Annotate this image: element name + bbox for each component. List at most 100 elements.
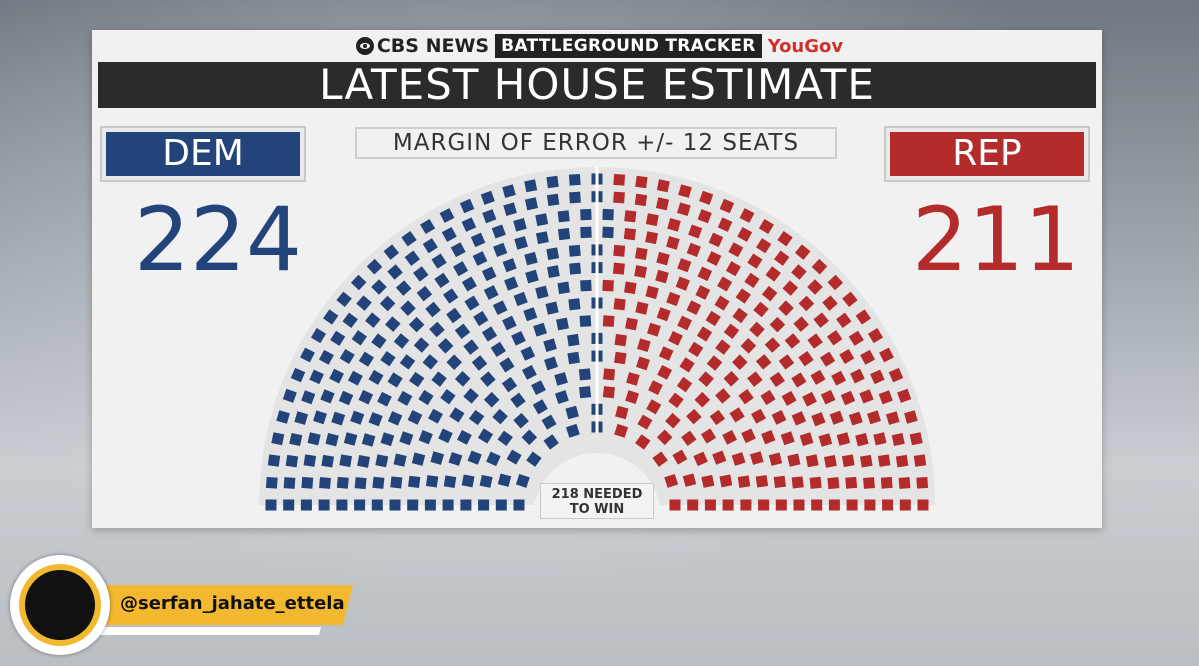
rep-seat <box>898 477 911 489</box>
rep-seat <box>602 279 614 292</box>
rep-seat <box>769 371 785 388</box>
rep-seat <box>603 368 616 381</box>
dem-seat <box>377 391 392 407</box>
rep-seat <box>917 499 929 511</box>
rep-seat <box>709 409 726 426</box>
rep-seat <box>760 389 776 406</box>
dem-seat <box>321 454 335 468</box>
dem-seat <box>331 411 346 426</box>
rep-seat <box>820 351 836 367</box>
dem-seat <box>323 309 339 325</box>
rep-seat <box>655 197 670 211</box>
dem-seat <box>368 412 383 427</box>
rep-seat <box>829 410 844 425</box>
rep-seat <box>634 265 648 279</box>
dem-seat <box>510 392 526 409</box>
dem-seat <box>472 251 488 266</box>
dem-seat <box>513 499 525 511</box>
rep-seat <box>809 476 822 489</box>
rep-seat <box>859 454 873 468</box>
dem-seat <box>497 430 513 446</box>
rep-seat <box>818 433 833 447</box>
rep-seat <box>777 231 793 247</box>
dem-seat <box>565 405 579 420</box>
dem-seat <box>467 450 482 465</box>
dem-seat <box>389 499 401 511</box>
dem-seat <box>342 312 358 328</box>
rep-seat <box>904 410 918 424</box>
dem-seat-count: 224 <box>134 188 302 291</box>
rep-seat <box>672 449 688 465</box>
dem-seat <box>413 337 430 353</box>
dem-seat <box>450 242 466 258</box>
dem-seat <box>569 191 581 204</box>
rep-seat <box>652 451 668 467</box>
dem-seat <box>481 326 498 342</box>
rep-seat <box>882 499 894 511</box>
rep-seat <box>773 475 786 489</box>
dem-seat <box>543 338 557 353</box>
rep-seat <box>717 217 733 232</box>
dem-seat <box>411 452 426 466</box>
page-title: LATEST HOUSE ESTIMATE <box>98 62 1096 108</box>
dem-seat <box>533 322 548 337</box>
rep-seat <box>648 380 663 395</box>
rep-seat <box>802 391 817 407</box>
dem-seat <box>265 499 277 511</box>
partner-logo: YouGov <box>767 35 844 57</box>
dem-seat <box>532 399 548 415</box>
dem-seat <box>492 408 508 425</box>
rep-seat <box>613 173 626 186</box>
rep-seat <box>722 499 734 511</box>
dem-seat <box>387 411 403 426</box>
dem-seat <box>387 372 403 388</box>
rep-seat <box>784 333 801 349</box>
rep-seat <box>791 264 807 280</box>
dem-seat <box>463 339 479 355</box>
rep-seat <box>729 407 745 423</box>
rep-seat <box>870 369 885 385</box>
dem-seat <box>511 330 526 346</box>
dem-seat <box>325 433 339 447</box>
dem-seat <box>471 355 488 371</box>
rep-seat <box>701 474 715 488</box>
watermark-logo-icon <box>10 555 110 655</box>
brand-bar: CBS NEWS BATTLEGROUND TRACKER YouGov <box>0 33 1199 59</box>
dem-seat <box>422 354 439 370</box>
dem-seat <box>285 454 299 468</box>
rep-seat <box>768 452 783 466</box>
dem-seat <box>407 499 419 511</box>
rep-seat <box>749 451 764 465</box>
dem-seat <box>442 499 454 511</box>
majority-note-line1: 218 NEEDED <box>551 487 643 502</box>
rep-seat <box>747 371 763 387</box>
rep-seat <box>778 354 795 370</box>
dem-seat <box>502 184 516 198</box>
rep-seat <box>676 376 693 393</box>
rep-seat <box>822 295 838 311</box>
rep-seat <box>645 231 659 245</box>
dem-seat <box>380 351 396 367</box>
rep-seat <box>842 291 858 308</box>
rep-label-box: REP <box>884 126 1090 182</box>
dem-seat <box>390 476 403 489</box>
rep-seat <box>714 295 730 311</box>
rep-seat <box>664 473 679 488</box>
dem-seat <box>379 295 396 312</box>
dem-seat <box>526 451 542 467</box>
dem-seat <box>366 258 383 275</box>
dem-seat <box>294 411 309 425</box>
rep-seat <box>867 410 881 425</box>
dem-seat <box>307 432 321 446</box>
dem-seat <box>569 262 582 275</box>
dem-seat <box>565 423 580 438</box>
dem-seat <box>393 333 410 349</box>
rep-seat <box>624 210 637 223</box>
rep-seat <box>666 291 681 307</box>
dem-seat <box>399 354 416 370</box>
dem-seat <box>418 389 434 406</box>
dem-seat <box>535 213 549 227</box>
dem-seat <box>493 242 508 257</box>
dem-seat <box>425 475 439 488</box>
rep-seat <box>612 262 625 275</box>
